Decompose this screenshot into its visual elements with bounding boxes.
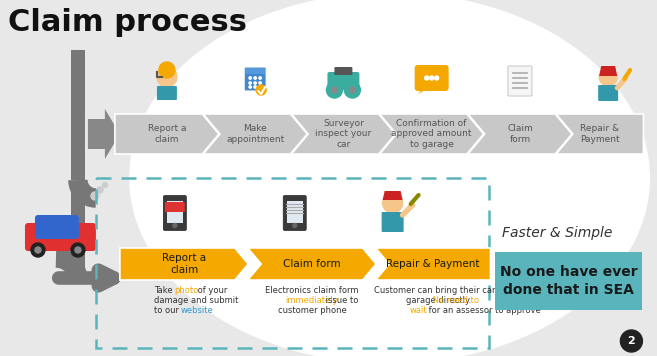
Text: customer phone: customer phone bbox=[278, 306, 347, 315]
Circle shape bbox=[259, 86, 261, 88]
Text: of your: of your bbox=[195, 286, 228, 295]
Polygon shape bbox=[120, 248, 248, 280]
FancyBboxPatch shape bbox=[598, 85, 618, 101]
Circle shape bbox=[599, 68, 617, 86]
Text: issue to: issue to bbox=[323, 296, 359, 305]
Polygon shape bbox=[292, 114, 396, 154]
FancyBboxPatch shape bbox=[286, 201, 303, 223]
FancyBboxPatch shape bbox=[334, 67, 352, 75]
Polygon shape bbox=[88, 109, 120, 159]
Circle shape bbox=[382, 193, 403, 213]
FancyBboxPatch shape bbox=[71, 185, 85, 280]
Circle shape bbox=[327, 82, 342, 98]
Text: for an assessor to approve: for an assessor to approve bbox=[426, 306, 541, 315]
Circle shape bbox=[75, 247, 81, 253]
Circle shape bbox=[254, 86, 256, 88]
Circle shape bbox=[159, 62, 175, 78]
Text: Surveyor
inspect your
car: Surveyor inspect your car bbox=[315, 119, 372, 149]
FancyBboxPatch shape bbox=[164, 195, 187, 230]
Polygon shape bbox=[380, 114, 484, 154]
Polygon shape bbox=[418, 88, 430, 94]
Polygon shape bbox=[382, 191, 403, 200]
Circle shape bbox=[157, 67, 177, 87]
Text: website: website bbox=[180, 306, 213, 315]
Polygon shape bbox=[468, 114, 572, 154]
Polygon shape bbox=[376, 248, 491, 280]
Polygon shape bbox=[556, 114, 643, 154]
FancyBboxPatch shape bbox=[165, 202, 185, 212]
Circle shape bbox=[173, 224, 177, 227]
FancyBboxPatch shape bbox=[71, 50, 85, 180]
Text: 2: 2 bbox=[627, 336, 635, 346]
Text: immediately: immediately bbox=[285, 296, 338, 305]
Circle shape bbox=[35, 247, 41, 253]
Text: photo: photo bbox=[174, 286, 198, 295]
Circle shape bbox=[430, 76, 434, 80]
Circle shape bbox=[620, 330, 643, 352]
Circle shape bbox=[254, 82, 256, 84]
Polygon shape bbox=[599, 66, 617, 76]
Text: Claim form: Claim form bbox=[283, 259, 341, 269]
Circle shape bbox=[331, 87, 338, 93]
Polygon shape bbox=[203, 114, 307, 154]
Text: Confirmation of
approved amount
to garage: Confirmation of approved amount to garag… bbox=[392, 119, 472, 149]
Text: Make
appointment: Make appointment bbox=[226, 124, 284, 144]
Text: Claim
form: Claim form bbox=[507, 124, 533, 144]
Text: damage and submit: damage and submit bbox=[154, 296, 238, 305]
Circle shape bbox=[71, 243, 85, 257]
FancyBboxPatch shape bbox=[244, 67, 266, 91]
Circle shape bbox=[249, 77, 252, 79]
Text: garage directly.: garage directly. bbox=[406, 296, 474, 305]
Text: to our: to our bbox=[154, 306, 182, 315]
FancyBboxPatch shape bbox=[382, 212, 403, 232]
Ellipse shape bbox=[130, 0, 649, 356]
Text: wait: wait bbox=[410, 306, 428, 315]
Text: Customer can bring their car to: Customer can bring their car to bbox=[374, 286, 507, 295]
Text: Faster & Simple: Faster & Simple bbox=[503, 226, 613, 240]
Text: Repair &
Payment: Repair & Payment bbox=[580, 124, 620, 144]
FancyBboxPatch shape bbox=[245, 68, 265, 74]
FancyBboxPatch shape bbox=[327, 72, 359, 90]
FancyBboxPatch shape bbox=[157, 86, 177, 100]
FancyBboxPatch shape bbox=[415, 65, 449, 91]
Circle shape bbox=[293, 224, 297, 227]
Circle shape bbox=[254, 77, 256, 79]
Text: Electronics claim form: Electronics claim form bbox=[265, 286, 359, 295]
Circle shape bbox=[259, 77, 261, 79]
Polygon shape bbox=[115, 114, 219, 154]
Circle shape bbox=[256, 85, 266, 95]
Text: Repair & Payment: Repair & Payment bbox=[386, 259, 480, 269]
Circle shape bbox=[91, 192, 99, 200]
Text: No one have ever
done that in SEA: No one have ever done that in SEA bbox=[500, 265, 637, 297]
Circle shape bbox=[102, 183, 107, 188]
Polygon shape bbox=[248, 248, 376, 280]
FancyBboxPatch shape bbox=[495, 252, 643, 310]
Text: Report a
claim: Report a claim bbox=[148, 124, 186, 144]
Circle shape bbox=[249, 82, 252, 84]
Text: Claim process: Claim process bbox=[8, 8, 247, 37]
Circle shape bbox=[344, 82, 361, 98]
Circle shape bbox=[249, 86, 252, 88]
FancyBboxPatch shape bbox=[35, 215, 79, 239]
FancyBboxPatch shape bbox=[167, 201, 183, 223]
Circle shape bbox=[31, 243, 45, 257]
FancyBboxPatch shape bbox=[283, 195, 306, 230]
FancyBboxPatch shape bbox=[25, 223, 96, 251]
Circle shape bbox=[259, 82, 261, 84]
Text: Report a
claim: Report a claim bbox=[162, 253, 206, 275]
Circle shape bbox=[350, 87, 355, 93]
Circle shape bbox=[435, 76, 439, 80]
Text: No need to: No need to bbox=[430, 296, 478, 305]
Text: Take: Take bbox=[154, 286, 175, 295]
Circle shape bbox=[97, 187, 103, 193]
Circle shape bbox=[424, 76, 428, 80]
FancyBboxPatch shape bbox=[508, 66, 532, 96]
